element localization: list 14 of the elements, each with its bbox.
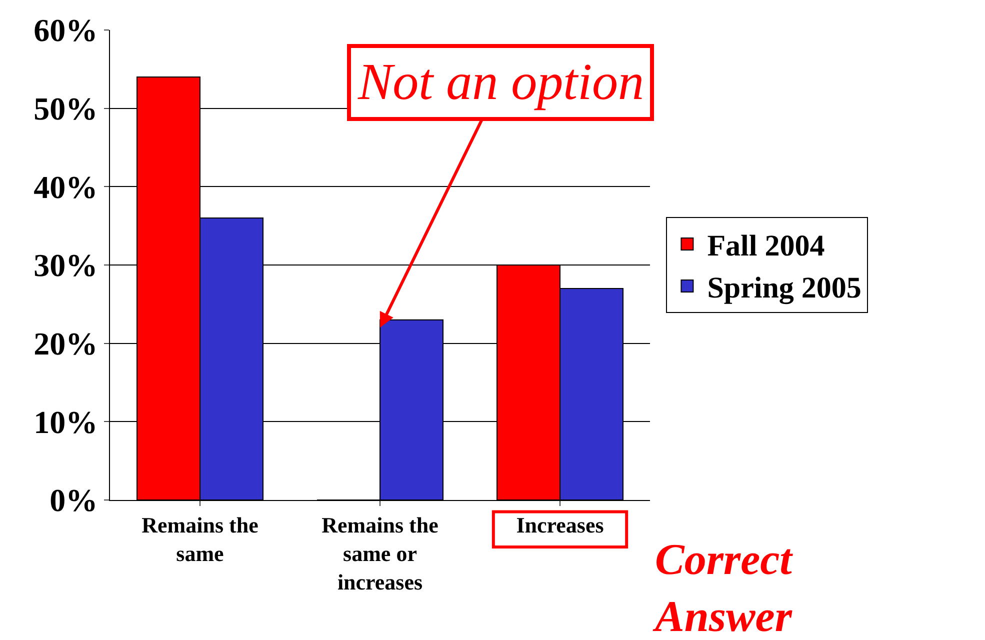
x-tick-label: Remains the same or increases [322, 512, 439, 595]
y-tick-label: 10% [34, 404, 98, 440]
legend-label: Spring 2005 [707, 272, 862, 305]
x-tick-label: Increases [516, 512, 604, 538]
text: Correct Answer [652, 535, 794, 640]
x-tick-label: Remains the same [142, 512, 259, 566]
y-tick-label: 40% [34, 168, 98, 205]
y-tick-label: 30% [34, 247, 98, 284]
y-tick-label: 0% [50, 482, 98, 518]
legend-label: Fall 2004 [707, 230, 825, 263]
y-tick-label: 50% [34, 90, 98, 127]
y-tick-label: 20% [34, 326, 98, 362]
y-tick-label: 60% [34, 12, 98, 48]
annotation: Not an option [357, 54, 644, 111]
